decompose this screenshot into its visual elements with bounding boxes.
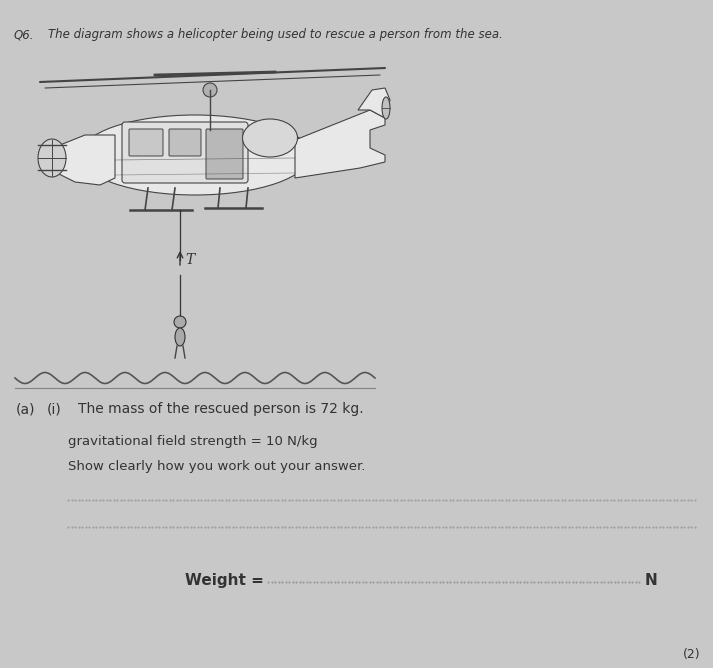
Polygon shape — [295, 110, 385, 178]
Text: Weight =: Weight = — [185, 573, 269, 588]
Circle shape — [203, 83, 217, 97]
Text: (a): (a) — [16, 402, 36, 416]
Circle shape — [174, 316, 186, 328]
Text: gravitational field strength = 10 N/kg: gravitational field strength = 10 N/kg — [68, 435, 317, 448]
Ellipse shape — [175, 328, 185, 346]
FancyBboxPatch shape — [122, 122, 248, 183]
Text: Show clearly how you work out your answer.: Show clearly how you work out your answe… — [68, 460, 365, 473]
Text: The mass of the rescued person is 72 kg.: The mass of the rescued person is 72 kg. — [78, 402, 364, 416]
Text: Q6.: Q6. — [14, 28, 34, 41]
FancyBboxPatch shape — [129, 129, 163, 156]
Text: T: T — [185, 253, 194, 267]
Ellipse shape — [382, 97, 390, 119]
Text: (2): (2) — [682, 648, 700, 661]
Polygon shape — [358, 88, 390, 118]
Ellipse shape — [80, 115, 310, 195]
Ellipse shape — [38, 139, 66, 177]
Polygon shape — [45, 135, 115, 185]
Text: (i): (i) — [47, 402, 62, 416]
FancyBboxPatch shape — [206, 129, 243, 179]
Text: N: N — [645, 573, 658, 588]
Text: The diagram shows a helicopter being used to rescue a person from the sea.: The diagram shows a helicopter being use… — [48, 28, 503, 41]
FancyBboxPatch shape — [169, 129, 201, 156]
Ellipse shape — [242, 119, 297, 157]
